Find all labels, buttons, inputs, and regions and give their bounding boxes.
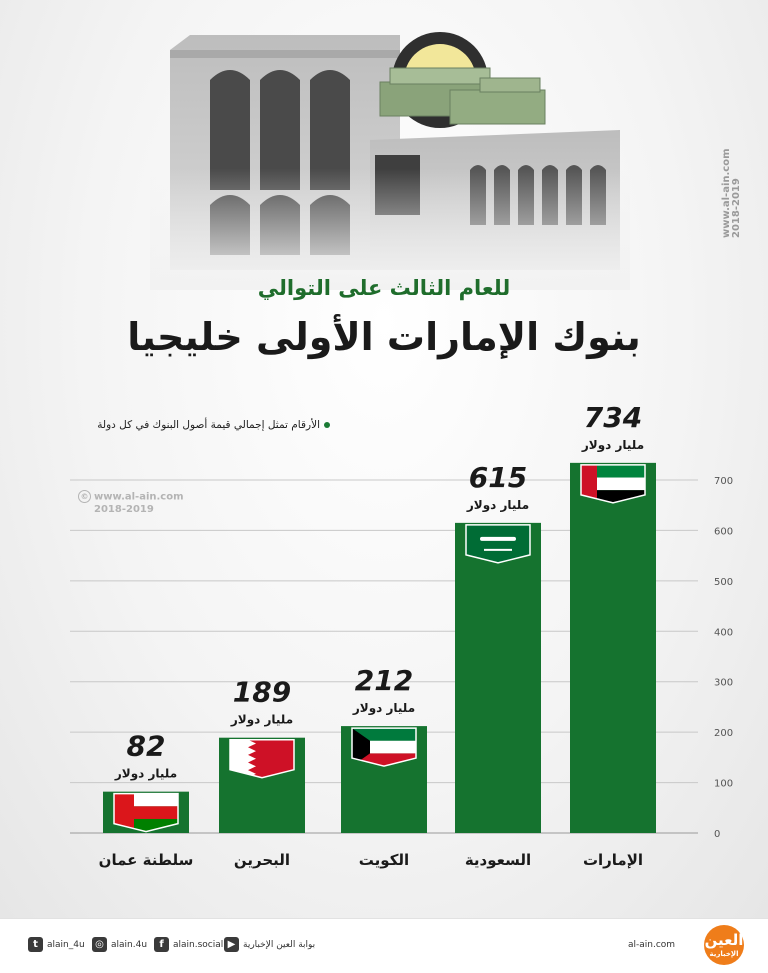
facebook-icon: f — [154, 937, 169, 952]
unit-label: مليار دولار — [581, 438, 644, 453]
oman-flag — [113, 792, 179, 833]
y-tick-label: 100 — [714, 779, 733, 790]
value-label: 189 — [233, 676, 291, 709]
copyright-icon: © — [78, 490, 91, 503]
footer: t alain_4u ◎ alain.4u f alain.social ▶ بوابة… — [0, 918, 768, 973]
subtitle: للعام الثالث على التوالي — [257, 276, 511, 300]
chart-note-text: الأرقام تمثل إجمالي قيمة أصول البنوك في … — [97, 419, 320, 431]
category-label: الإمارات — [583, 851, 643, 869]
chart-watermark-site: www.al-ain.com — [94, 491, 184, 503]
central-bank-building-illustration — [150, 20, 630, 290]
bullet-dot — [324, 422, 330, 428]
youtube-icon: ▶ — [224, 937, 239, 952]
kuwait-flag — [351, 727, 417, 767]
youtube-link[interactable]: ▶ بوابة العين الإخبارية — [224, 937, 315, 952]
twitter-link[interactable]: t alain_4u — [28, 937, 85, 952]
al-ain-logo[interactable]: العين الإخبارية — [704, 925, 744, 965]
youtube-label: بوابة العين الإخبارية — [243, 940, 316, 950]
uae-flag — [580, 464, 646, 504]
twitter-label: alain_4u — [47, 940, 85, 950]
y-tick-label: 700 — [714, 476, 733, 487]
category-label: سلطنة عمان — [99, 851, 194, 869]
y-tick-label: 600 — [714, 526, 733, 537]
saudi-flag — [465, 524, 531, 564]
instagram-label: alain.4u — [111, 940, 148, 950]
instagram-link[interactable]: ◎ alain.4u — [92, 937, 147, 952]
page-title: بنوك الإمارات الأولى خليجيا — [127, 315, 641, 359]
value-label: 734 — [584, 401, 642, 434]
y-tick-label: 200 — [714, 728, 733, 739]
labels: 0 100 200 300 400 500 600 700 734 مليار دولار الإم… — [99, 401, 733, 869]
unit-label: مليار دولار — [352, 701, 415, 716]
bank-assets-bar-chart: 0 100 200 300 400 500 600 700 734 مليار دولار الإم… — [70, 401, 733, 869]
logo-text: العين — [704, 931, 744, 949]
infographic-canvas: www.al-ain.com 2018-2019 للعام الثالث عل… — [0, 0, 768, 918]
y-tick-label: 0 — [714, 829, 720, 840]
facebook-link[interactable]: f alain.social — [154, 937, 223, 952]
unit-label: مليار دولار — [466, 498, 529, 513]
logo-subtext: الإخبارية — [709, 950, 739, 958]
chart-note: الأرقام تمثل إجمالي قيمة أصول البنوك في … — [97, 419, 330, 431]
unit-label: مليار دولار — [114, 767, 177, 782]
facebook-label: alain.social — [173, 940, 224, 950]
value-label: 615 — [469, 461, 527, 494]
chart-watermark-years: 2018-2019 — [94, 503, 154, 515]
chart-watermark: © www.al-ain.com 2018-2019 — [78, 490, 184, 516]
bar — [455, 522, 541, 833]
bar — [570, 462, 656, 833]
category-label: السعودية — [465, 851, 531, 869]
category-label: البحرين — [234, 851, 290, 869]
unit-label: مليار دولار — [230, 713, 293, 728]
category-label: الكويت — [359, 851, 409, 869]
y-tick-label: 300 — [714, 678, 733, 689]
value-label: 82 — [127, 730, 166, 763]
bahrain-flag — [229, 738, 295, 779]
twitter-icon: t — [28, 937, 43, 952]
value-label: 212 — [355, 664, 413, 697]
y-tick-label: 400 — [714, 627, 733, 638]
instagram-icon: ◎ — [92, 937, 107, 952]
footer-site[interactable]: al-ain.com — [628, 940, 676, 950]
bars — [103, 462, 656, 833]
y-tick-label: 500 — [714, 577, 733, 588]
